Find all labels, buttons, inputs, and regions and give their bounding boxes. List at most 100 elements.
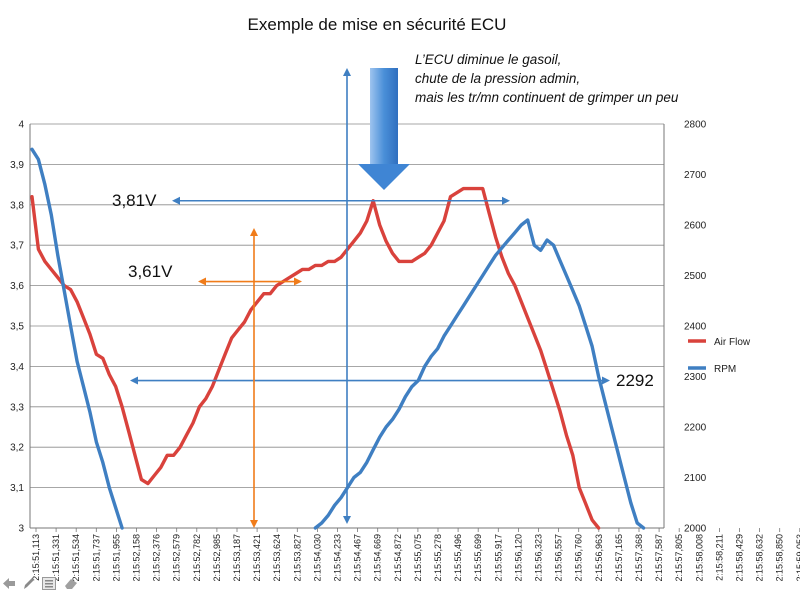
- y-left-tick-label: 3,5: [10, 322, 24, 333]
- arrow-head-left: [198, 277, 206, 286]
- x-tick-label: 2:15:58,008: [694, 534, 704, 582]
- x-tick-label: 2:15:51,737: [91, 534, 101, 582]
- note-line-1: L’ECU diminue le gasoil,: [415, 52, 561, 67]
- x-tick-label: 2:15:58,850: [775, 534, 785, 582]
- series-line-air-flow: [30, 186, 601, 530]
- y-left-tick-label: 3,7: [10, 241, 24, 252]
- x-tick-label: 2:15:51,331: [51, 534, 61, 582]
- arrow-3-81v: [172, 196, 510, 205]
- x-tick-label: 2:15:51,955: [111, 534, 121, 582]
- y-left-tick-label: 3,9: [10, 160, 24, 171]
- legend: Air Flow RPM: [688, 337, 751, 375]
- y-axis-left-ticks: 3 3,1 3,2 3,3 3,4 3,5 3,6 3,7 3,8 3,9 4: [10, 120, 24, 535]
- x-tick-label: 2:15:53,624: [272, 534, 282, 582]
- legend-label-rpm: RPM: [714, 364, 736, 375]
- y-right-tick-label: 2500: [684, 271, 707, 282]
- x-tick-label: 2:15:53,421: [252, 534, 262, 582]
- arrow-head-left: [172, 196, 180, 205]
- y-right-tick-label: 2400: [684, 322, 707, 333]
- note-line-3: mais les tr/mn continuent de grimper un …: [415, 90, 679, 105]
- legend-label-air-flow: Air Flow: [714, 337, 751, 348]
- vertical-arrow-orange: [250, 228, 258, 528]
- annotation-labels: 3,81V 3,61V 2292: [112, 191, 654, 390]
- x-tick-label: 2:15:53,827: [292, 534, 302, 582]
- arrow-head-bottom: [250, 520, 258, 528]
- arrow-3-61v: [198, 277, 302, 286]
- big-down-arrow: [358, 68, 410, 190]
- x-tick-label: 2:15:56,557: [554, 534, 564, 582]
- series-line-rpm: [30, 147, 646, 530]
- arrow-head-right: [294, 277, 302, 286]
- vertical-arrow-blue: [343, 68, 351, 524]
- x-tick-label: 2:15:52,158: [132, 534, 142, 582]
- back-arrow-icon[interactable]: [2, 577, 16, 590]
- annotation-arrows: [130, 68, 610, 528]
- y-left-tick-label: 3,3: [10, 402, 24, 413]
- y-left-tick-label: 3,4: [10, 362, 24, 373]
- x-tick-label: 2:15:55,278: [433, 534, 443, 582]
- arrow-head-top: [250, 228, 258, 236]
- note-line-2: chute de la pression admin,: [415, 71, 580, 86]
- x-tick-label: 2:15:55,699: [473, 534, 483, 582]
- x-tick-label: 2:15:58,429: [735, 534, 745, 582]
- y-right-tick-label: 2300: [684, 372, 707, 383]
- chart-title: Exemple de mise en sécurité ECU: [248, 15, 507, 34]
- arrow-head-bottom: [343, 516, 351, 524]
- x-tick-label: 2:15:52,985: [212, 534, 222, 582]
- y-right-tick-label: 2800: [684, 120, 707, 131]
- x-tick-label: 2:15:56,963: [594, 534, 604, 582]
- y-left-tick-label: 3,6: [10, 281, 24, 292]
- annotation-3-61v: 3,61V: [128, 262, 173, 281]
- y-axis-right-ticks: 2000 2100 2200 2300 2400 2500 2600 2700 2800: [684, 120, 707, 535]
- x-tick-label: 2:15:52,376: [152, 534, 162, 582]
- y-right-tick-label: 2000: [684, 524, 707, 535]
- x-tick-label: 2:15:54,669: [373, 534, 383, 582]
- y-left-tick-label: 3,1: [10, 483, 24, 494]
- x-tick-label: 2:15:54,467: [353, 534, 363, 582]
- x-tick-label: 2:15:57,587: [654, 534, 664, 582]
- pen-icon[interactable]: [22, 577, 36, 590]
- menu-icon[interactable]: [42, 577, 56, 590]
- y-right-tick-label: 2700: [684, 170, 707, 181]
- x-tick-label: 2:15:57,165: [614, 534, 624, 582]
- x-tick-label: 2:15:56,120: [513, 534, 523, 582]
- x-tick-label: 2:15:57,368: [634, 534, 644, 582]
- x-tick-label: 2:15:58,632: [755, 534, 765, 582]
- arrow-head-left: [130, 376, 138, 385]
- x-tick-label: 2:15:55,075: [413, 534, 423, 582]
- arrow-head-right: [502, 196, 510, 205]
- x-tick-label: 2:15:52,579: [172, 534, 182, 582]
- arrow-2292: [130, 376, 610, 385]
- x-tick-label: 2:15:51,113: [31, 534, 41, 581]
- x-tick-label: 2:15:59,053: [795, 534, 800, 582]
- x-tick-label: 2:15:53,187: [232, 534, 242, 582]
- y-right-tick-label: 2600: [684, 221, 707, 232]
- x-tick-label: 2:15:55,917: [493, 534, 503, 582]
- x-tick-label: 2:15:54,030: [312, 534, 322, 582]
- presentation-toolbar: [0, 574, 84, 594]
- y-right-tick-label: 2200: [684, 423, 707, 434]
- y-left-tick-label: 3,2: [10, 443, 24, 454]
- y-left-tick-label: 4: [18, 120, 24, 131]
- annotation-note: L’ECU diminue le gasoil, chute de la pre…: [415, 52, 679, 105]
- arrow-head-right: [602, 376, 610, 385]
- y-left-tick-label: 3,8: [10, 200, 24, 211]
- x-tick-label: 2:15:52,782: [192, 534, 202, 582]
- x-tick-label: 2:15:55,496: [453, 534, 463, 582]
- annotation-2292: 2292: [616, 371, 654, 390]
- x-tick-label: 2:15:54,233: [333, 534, 343, 582]
- x-tick-label: 2:15:54,872: [393, 534, 403, 582]
- series-lines: [30, 147, 646, 530]
- x-tick-label: 2:15:58,211: [714, 534, 724, 581]
- y-left-tick-label: 3: [18, 524, 24, 535]
- y-right-tick-label: 2100: [684, 473, 707, 484]
- eraser-icon[interactable]: [64, 577, 78, 590]
- x-tick-label: 2:15:56,760: [574, 534, 584, 582]
- x-tick-label: 2:15:56,323: [534, 534, 544, 582]
- x-tick-label: 2:15:51,534: [71, 534, 81, 582]
- x-axis-ticks: 2:15:51,113 2:15:51,331 2:15:51,534 2:15:51…: [31, 528, 800, 582]
- arrow-head-top: [343, 68, 351, 76]
- x-tick-label: 2:15:57,805: [674, 534, 684, 582]
- annotation-3-81v: 3,81V: [112, 191, 157, 210]
